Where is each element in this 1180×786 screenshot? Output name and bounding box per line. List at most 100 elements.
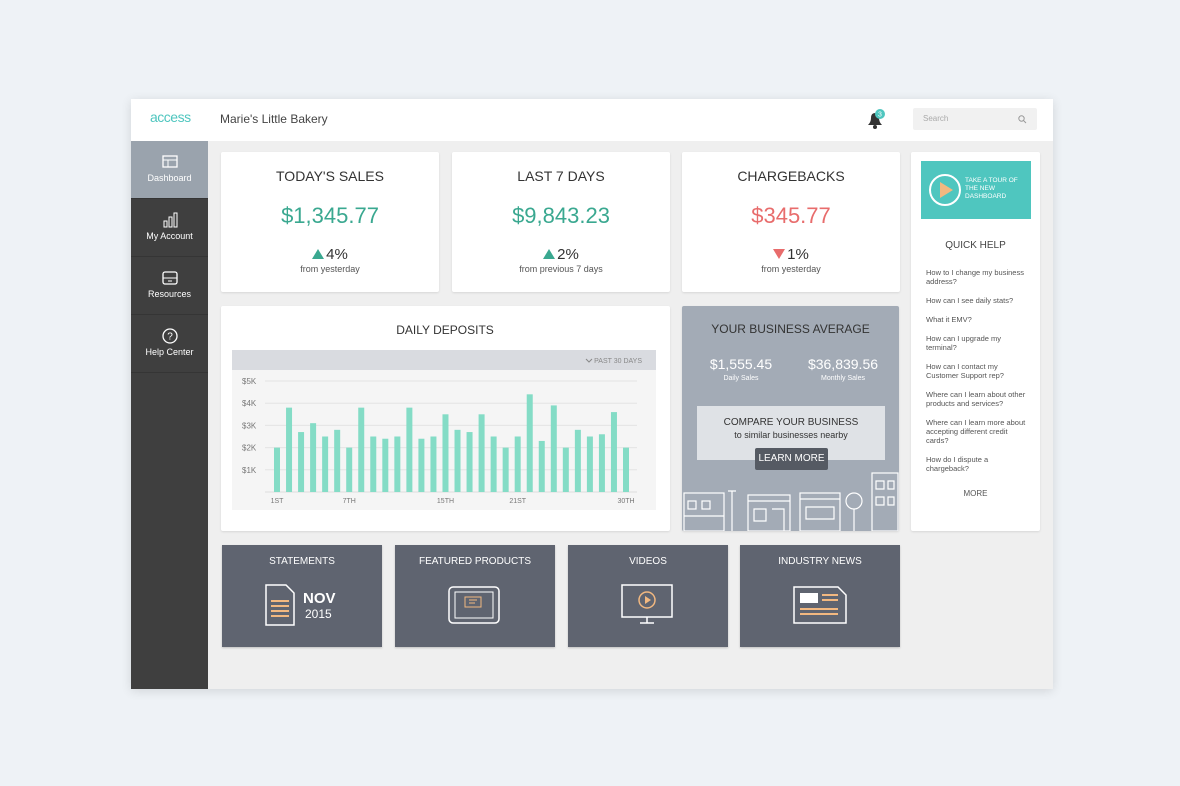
tile[interactable]: FEATURED PRODUCTS (395, 545, 555, 647)
nav-icon (163, 212, 177, 228)
nav-item[interactable]: Resources (131, 257, 208, 315)
help-list: How to I change my business address? How … (926, 268, 1028, 483)
tile-title: STATEMENTS (269, 556, 335, 567)
icon-part (800, 593, 818, 603)
icon-part (701, 500, 711, 510)
stat-change: 2% (452, 246, 670, 263)
bar (538, 440, 545, 492)
logo[interactable]: access (150, 109, 191, 125)
tile-title: VIDEOS (629, 556, 667, 567)
icon-part (312, 249, 325, 259)
bar (526, 394, 533, 492)
app: access Marie's Little Bakery 3 Search Da… (131, 99, 1053, 689)
change-value: 1% (787, 246, 809, 263)
icon-part (271, 600, 289, 617)
stat-amount: $9,843.23 (512, 203, 610, 228)
help-title: QUICK HELP (945, 240, 1006, 251)
average-label: Monthly Sales (821, 375, 865, 382)
stat-card: CHARGEBACKS $345.77 1% from yesterday (682, 152, 900, 292)
storefront-illustration (683, 472, 899, 531)
bar (478, 414, 485, 492)
change-value: 4% (326, 246, 348, 263)
icon-part (773, 249, 786, 259)
help-question[interactable]: How can I upgrade my terminal? (926, 334, 1002, 352)
chart: DAILY DEPOSITS PAST 30 DAYS $1K $2K $3K $4K $5… (232, 323, 656, 510)
icon-part (747, 494, 791, 531)
stat-card: LAST 7 DAYS $9,843.23 2% from previous 7 da… (452, 152, 670, 292)
nav-item[interactable]: ? Help Center (131, 315, 208, 373)
tile-title: INDUSTRY NEWS (778, 556, 862, 567)
x-tick-label: 21ST (509, 498, 526, 505)
nav-icon: ? (161, 328, 178, 344)
average-label: Daily Sales (723, 375, 759, 382)
bar (346, 447, 353, 492)
help-question[interactable]: What it EMV? (926, 315, 972, 324)
help-question[interactable]: How can I contact my Customer Support re… (926, 362, 1004, 380)
filter-label: PAST 30 DAYS (594, 358, 642, 365)
icon-part (645, 596, 651, 604)
nav-item[interactable]: My Account (131, 199, 208, 257)
icon-part (728, 490, 736, 531)
tile-icon (265, 584, 295, 626)
icon-part (464, 596, 482, 608)
tile[interactable]: INDUSTRY NEWS (740, 545, 900, 647)
bar (454, 429, 461, 492)
icon-part (799, 492, 841, 531)
bar (298, 432, 305, 492)
icon-part (543, 249, 556, 259)
bar (623, 447, 629, 492)
stat-note: from previous 7 days (519, 264, 603, 274)
tile-title: FEATURED PRODUCTS (418, 556, 532, 567)
help-more[interactable]: MORE (963, 489, 988, 498)
icon-part (173, 212, 177, 228)
help-question[interactable]: How can I see daily stats? (926, 296, 1014, 305)
bar (334, 429, 341, 492)
play-icon (929, 174, 961, 206)
tile[interactable]: STATEMENTS NOV 2015 (222, 545, 382, 647)
bar (274, 447, 280, 492)
bar (610, 412, 617, 492)
bar (514, 436, 521, 492)
icon-part (793, 586, 847, 624)
stat-card: TODAY'S SALES $1,345.77 4% from yesterday (221, 152, 439, 292)
tile[interactable]: VIDEOS (568, 545, 728, 647)
average-value: $1,555.45 (709, 356, 773, 372)
icon-part (638, 591, 656, 609)
statement-month: NOV (303, 590, 336, 607)
icon-part (265, 584, 295, 626)
tile-icon (621, 584, 673, 624)
help-question[interactable]: Where can I learn about other products a… (926, 390, 1026, 408)
badge (875, 109, 885, 119)
icon-part (940, 182, 953, 198)
bar (550, 405, 557, 492)
tour-banner[interactable]: TAKE A TOUR OF THE NEW DASHBOARD (921, 161, 1031, 219)
change-arrow (543, 249, 556, 259)
icon-part (640, 617, 654, 624)
help-question[interactable]: How do I dispute a chargeback? (926, 455, 989, 473)
help-panel: TAKE A TOUR OF THE NEW DASHBOARD QUICK HE… (911, 152, 1040, 531)
notifications[interactable]: 3 (865, 109, 887, 131)
icon-part (875, 480, 895, 506)
help-question[interactable]: Where can I learn more about accepting d… (926, 418, 1026, 445)
icon-part (748, 500, 790, 531)
search-box[interactable]: Search (913, 108, 1037, 130)
nav-item[interactable]: Dashboard (131, 141, 208, 199)
icon-part (687, 500, 697, 510)
bar (466, 432, 473, 492)
help-question[interactable]: How to I change my business address? (926, 268, 1024, 286)
chart-title: DAILY DEPOSITS (396, 323, 494, 337)
bar (598, 434, 605, 492)
badge-count: 3 (878, 112, 882, 119)
search-placeholder: Search (923, 114, 949, 123)
icon-part: ? (167, 332, 173, 343)
change-value: 2% (557, 246, 579, 263)
icon-part (845, 492, 863, 510)
icon-part (683, 492, 725, 531)
compare-title: COMPARE YOUR BUSINESS (723, 417, 859, 428)
learn-more-button[interactable]: LEARN MORE (755, 448, 828, 470)
icon-part (161, 328, 178, 344)
bar (418, 438, 425, 492)
bell-clapper (873, 125, 877, 129)
nav-label: Resources (147, 289, 192, 299)
